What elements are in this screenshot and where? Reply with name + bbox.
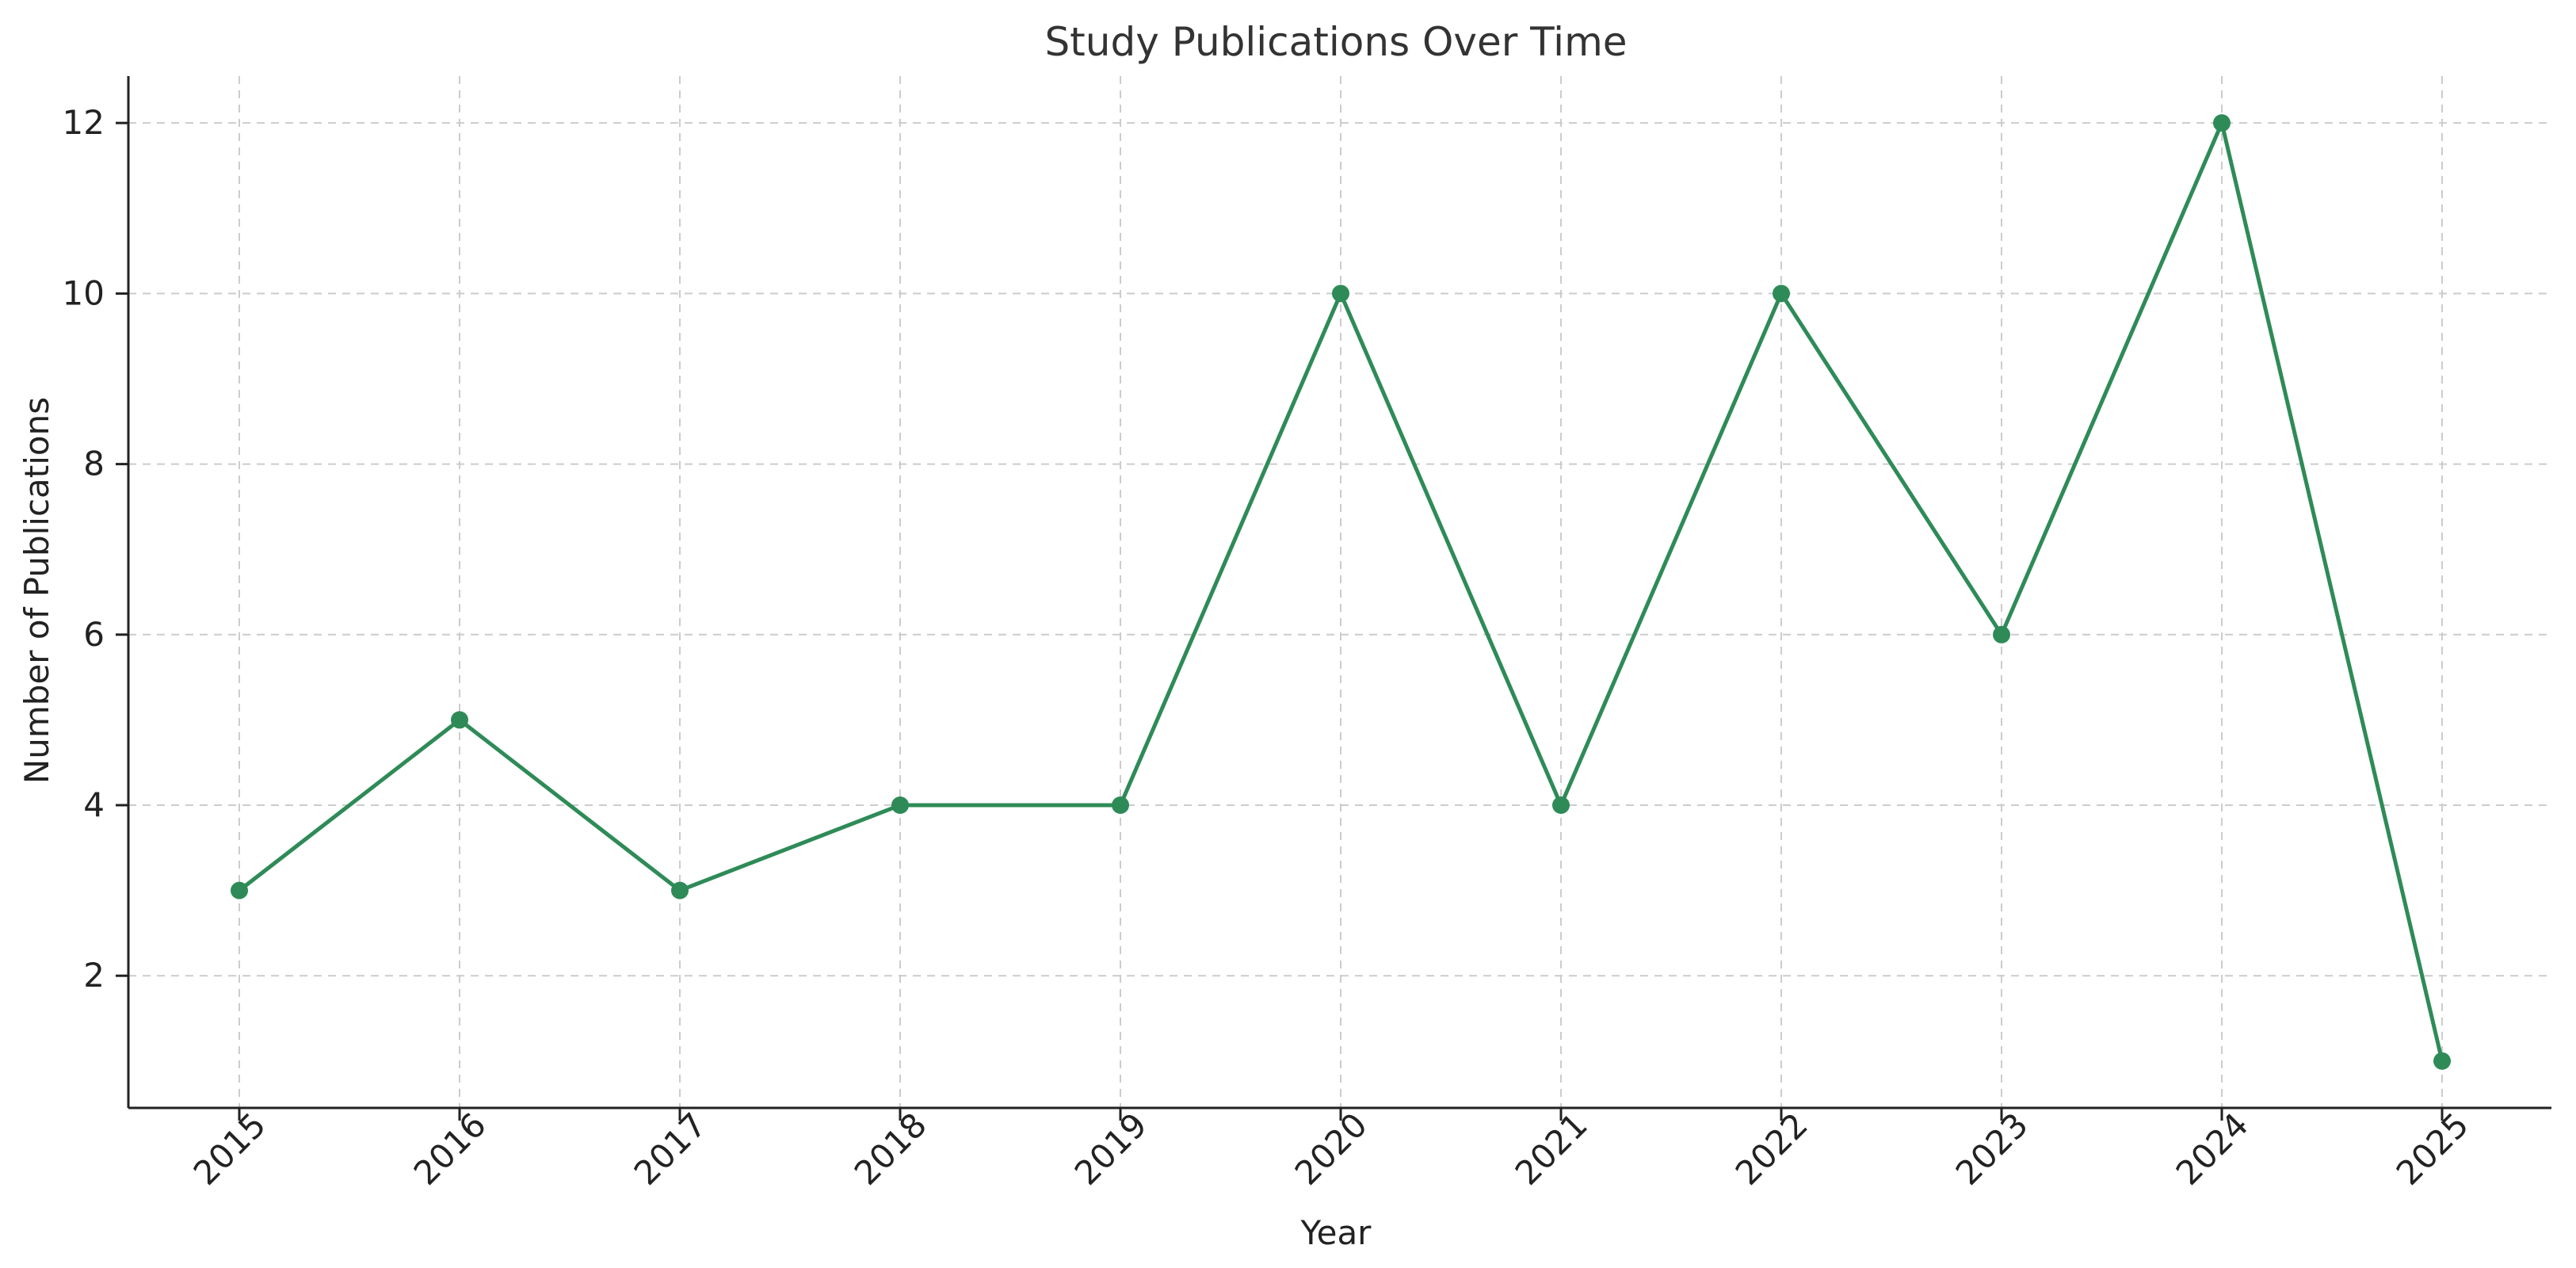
- x-tick-label: 2017: [627, 1106, 714, 1193]
- y-axis-label: Number of Publications: [17, 397, 56, 784]
- data-point: [451, 711, 468, 729]
- series-points: [231, 114, 2451, 1070]
- y-tick-label: 4: [83, 785, 105, 824]
- data-point: [1112, 796, 1129, 815]
- chart-title: Study Publications Over Time: [1044, 19, 1627, 65]
- data-point: [2433, 1052, 2451, 1070]
- data-point: [1332, 285, 1349, 303]
- data-point: [231, 881, 248, 899]
- data-point: [1552, 796, 1570, 815]
- x-tick-label: 2022: [1728, 1106, 1815, 1193]
- x-tick-label: 2025: [2389, 1106, 2476, 1193]
- data-point: [1773, 285, 1790, 303]
- y-tick-label: 2: [83, 956, 105, 995]
- x-axis-ticks: 2015 2016 2017 2018 2019 2020 2021 2022 2023 2024…: [186, 1106, 2476, 1193]
- x-tick-label: 2015: [186, 1106, 273, 1193]
- x-tick-label: 2021: [1508, 1106, 1595, 1193]
- y-axis-ticks: 2 4 6 8 10 12: [63, 103, 128, 995]
- x-tick-label: 2020: [1288, 1106, 1375, 1193]
- y-tick-label: 6: [83, 615, 105, 654]
- x-tick-label: 2016: [406, 1106, 494, 1193]
- data-point: [891, 796, 909, 815]
- horizontal-gridlines: [128, 122, 2551, 977]
- x-tick-label: 2023: [1948, 1106, 2036, 1193]
- x-tick-label: 2024: [2169, 1106, 2256, 1193]
- data-point: [2213, 114, 2231, 132]
- x-tick-label: 2019: [1067, 1106, 1154, 1193]
- x-tick-label: 2018: [847, 1106, 934, 1193]
- data-point: [1993, 625, 2010, 644]
- vertical-gridlines: [239, 76, 2443, 1108]
- y-tick-label: 8: [83, 445, 105, 483]
- data-point: [671, 881, 689, 899]
- x-axis-label: Year: [1300, 1213, 1372, 1252]
- y-tick-label: 12: [63, 103, 105, 142]
- y-tick-label: 10: [63, 273, 105, 312]
